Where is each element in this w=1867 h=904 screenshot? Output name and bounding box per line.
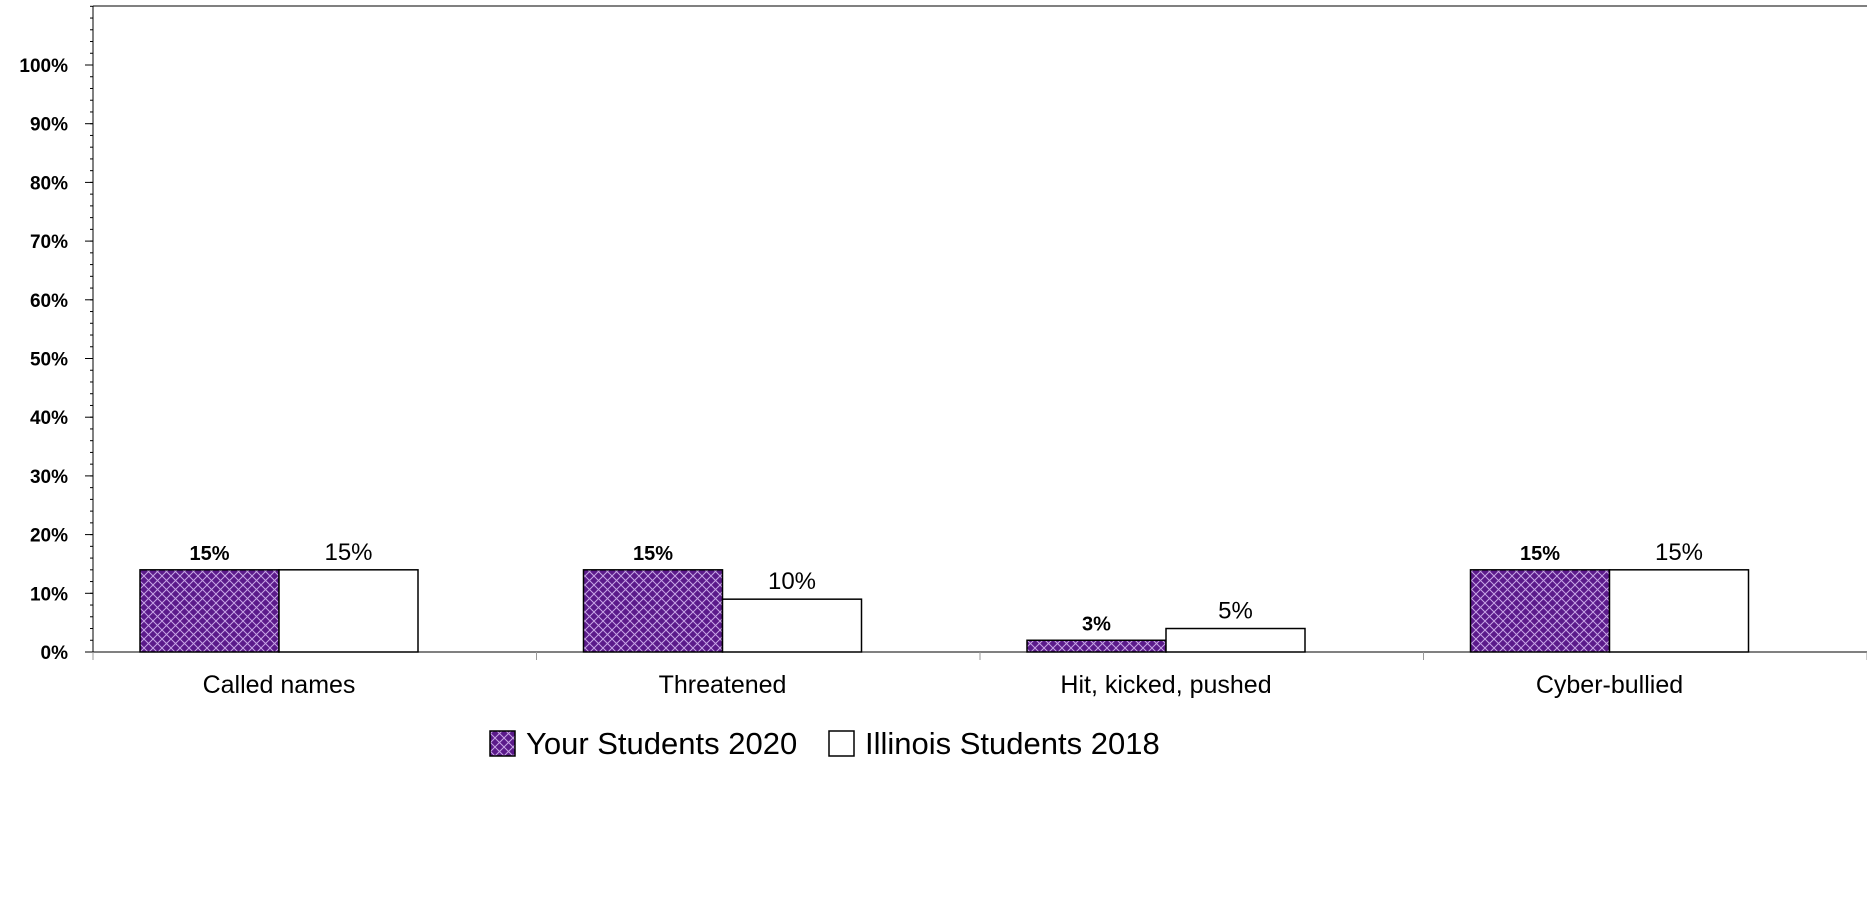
y-tick-label: 100% <box>19 56 68 77</box>
bar[interactable] <box>1026 639 1167 653</box>
axes: 0% 10% 20% 30% 40% 50% 60% 70% 80% 90% 100% Called … <box>19 5 1867 699</box>
legend-swatch <box>828 730 855 757</box>
bar[interactable] <box>1165 627 1306 653</box>
y-tick-label: 30% <box>30 467 68 488</box>
y-tick-label: 80% <box>30 173 68 194</box>
data-label: 3% <box>1082 613 1111 635</box>
legend-label: Your Students 2020 <box>526 726 797 761</box>
bar[interactable] <box>1608 569 1750 653</box>
data-label: 15% <box>1655 539 1703 566</box>
data-label: 10% <box>768 568 816 595</box>
bar[interactable] <box>582 569 724 653</box>
bars <box>139 569 1750 653</box>
bar[interactable] <box>1469 569 1611 653</box>
value-labels: 15% 15% 15% 10% 3% 5% 15% 15% <box>189 539 1703 635</box>
x-category-label: Called names <box>203 671 356 699</box>
y-tick-label: 50% <box>30 350 68 371</box>
legend-swatch <box>489 730 516 757</box>
y-tick-label: 40% <box>30 408 68 429</box>
bar[interactable] <box>721 598 863 653</box>
data-label: 5% <box>1218 598 1253 625</box>
y-tick-label: 70% <box>30 232 68 253</box>
legend: Your Students 2020 Illinois Students 2018 <box>489 726 1160 761</box>
legend-label: Illinois Students 2018 <box>865 726 1160 761</box>
x-category-label: Cyber-bullied <box>1536 671 1683 699</box>
y-tick-label: 0% <box>41 643 69 664</box>
x-category-label: Threatened <box>659 671 787 699</box>
bar[interactable] <box>139 569 280 653</box>
data-label: 15% <box>633 543 673 565</box>
data-label: 15% <box>189 543 229 565</box>
y-tick-label: 60% <box>30 291 68 312</box>
x-category-label: Hit, kicked, pushed <box>1060 671 1271 699</box>
bar[interactable] <box>278 569 419 653</box>
y-tick-label: 90% <box>30 115 68 136</box>
y-tick-label: 10% <box>30 584 68 605</box>
data-label: 15% <box>1520 543 1560 565</box>
data-label: 15% <box>324 539 372 566</box>
y-tick-label: 20% <box>30 526 68 547</box>
